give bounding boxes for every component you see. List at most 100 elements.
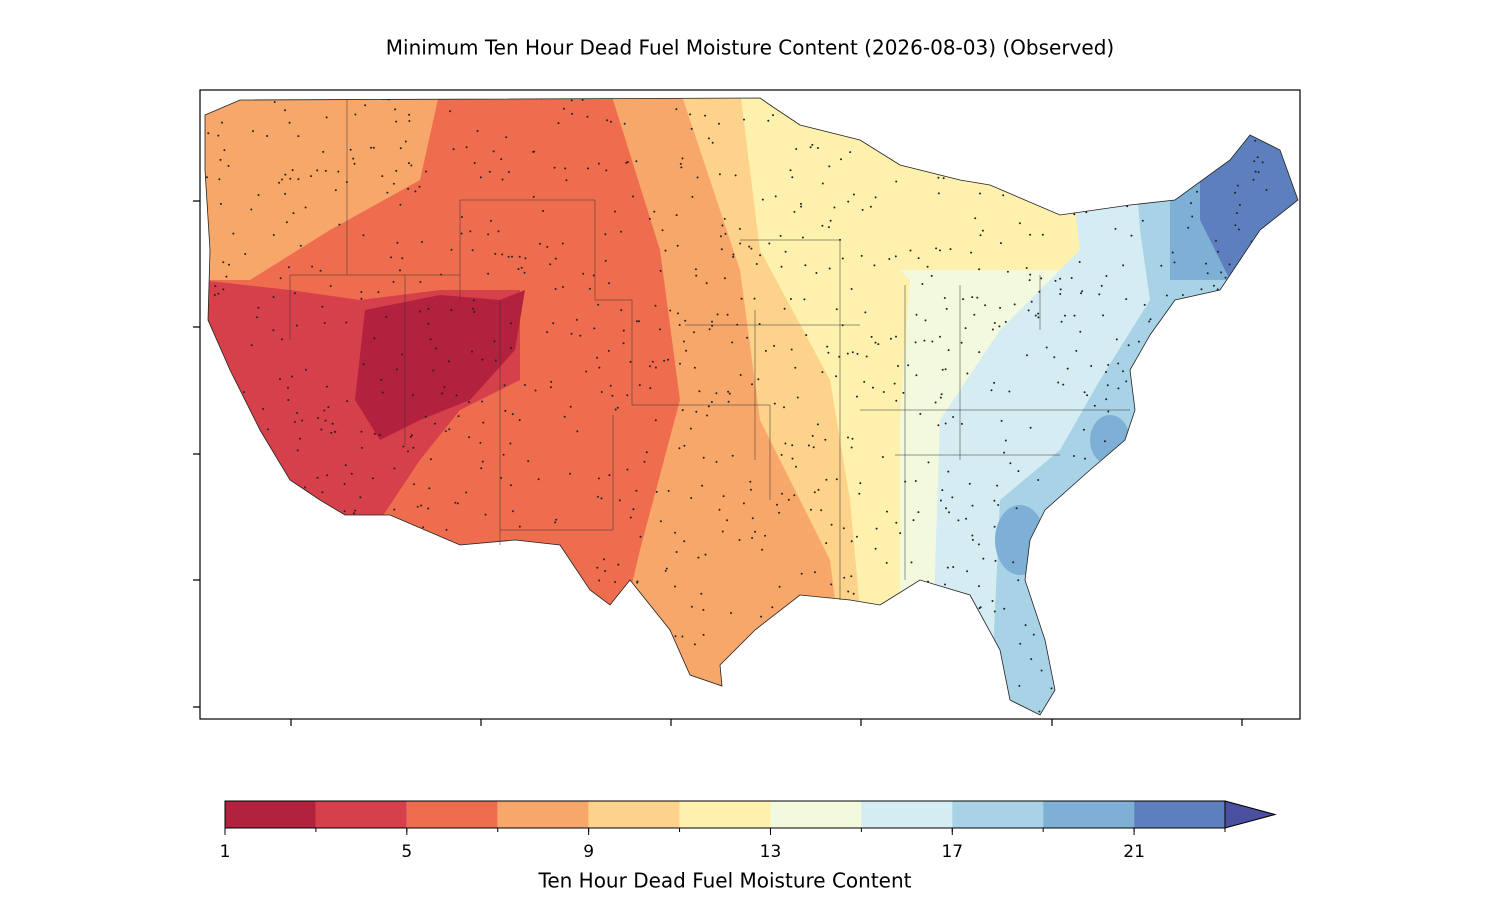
station <box>480 467 483 470</box>
station <box>711 320 713 323</box>
station <box>952 671 955 674</box>
station <box>267 428 270 431</box>
station <box>1018 116 1021 119</box>
station <box>793 210 796 213</box>
station <box>450 309 453 312</box>
station <box>850 575 853 578</box>
station <box>675 108 678 111</box>
station <box>1198 673 1201 676</box>
station <box>919 412 922 415</box>
station <box>256 316 258 319</box>
station <box>486 603 488 606</box>
station <box>1037 316 1040 319</box>
station <box>507 255 510 258</box>
station <box>391 522 394 525</box>
station <box>469 230 472 233</box>
station <box>565 179 568 182</box>
station <box>931 340 934 343</box>
station <box>704 553 707 556</box>
station <box>617 563 620 566</box>
station <box>796 396 799 399</box>
station <box>691 195 694 198</box>
station <box>816 423 819 426</box>
station <box>850 656 853 659</box>
station <box>598 366 601 369</box>
station <box>738 227 741 230</box>
station <box>944 607 947 610</box>
station <box>852 592 855 595</box>
station <box>1227 583 1230 586</box>
station <box>1149 318 1152 321</box>
station <box>774 195 777 198</box>
station <box>1251 662 1254 665</box>
station <box>1238 204 1241 206</box>
station <box>732 255 735 258</box>
station <box>685 349 688 352</box>
station <box>1027 309 1030 312</box>
station <box>377 291 380 294</box>
station <box>1110 187 1113 190</box>
station <box>914 480 917 482</box>
station <box>460 575 462 578</box>
colorbar-tick-label: 9 <box>583 842 594 862</box>
station <box>1114 227 1117 230</box>
station <box>937 192 940 195</box>
station <box>1083 611 1086 613</box>
station <box>1040 616 1043 619</box>
station <box>799 624 802 627</box>
station <box>585 370 588 373</box>
station <box>1251 304 1253 307</box>
station <box>881 456 884 458</box>
colorbar-segment <box>225 801 316 828</box>
station <box>696 684 699 687</box>
station <box>1274 98 1277 99</box>
station <box>472 299 475 302</box>
station <box>939 335 941 338</box>
station <box>973 313 976 316</box>
station <box>1293 445 1296 448</box>
station <box>1208 592 1211 595</box>
station <box>738 685 741 688</box>
station <box>895 335 897 338</box>
station <box>433 680 436 683</box>
station <box>1204 618 1207 620</box>
station <box>554 521 557 524</box>
station <box>493 340 496 343</box>
station <box>636 581 639 584</box>
station <box>1072 455 1075 457</box>
station <box>1239 546 1242 549</box>
station <box>1075 349 1078 352</box>
station <box>231 500 234 503</box>
station <box>1265 528 1268 531</box>
station <box>1161 148 1164 151</box>
station <box>407 187 410 190</box>
station <box>521 690 524 693</box>
station <box>1053 356 1056 359</box>
station <box>455 394 458 397</box>
station <box>861 208 864 211</box>
station <box>813 491 816 494</box>
station <box>239 536 242 539</box>
station <box>515 653 518 656</box>
station <box>336 583 339 586</box>
station <box>1141 219 1144 222</box>
station <box>789 298 792 300</box>
station <box>334 189 337 192</box>
colorbar-segment <box>1134 801 1225 828</box>
station <box>325 116 328 119</box>
station <box>1196 471 1199 474</box>
station <box>392 182 395 185</box>
station <box>465 491 468 494</box>
station <box>667 489 670 492</box>
station <box>570 99 573 102</box>
station <box>625 691 627 694</box>
station <box>1246 310 1249 313</box>
station <box>243 579 246 582</box>
station <box>511 413 514 416</box>
axis-ticks <box>193 200 1243 726</box>
station <box>873 122 876 125</box>
station <box>952 566 955 568</box>
station <box>893 382 896 385</box>
station <box>718 173 721 176</box>
station <box>1237 228 1240 231</box>
